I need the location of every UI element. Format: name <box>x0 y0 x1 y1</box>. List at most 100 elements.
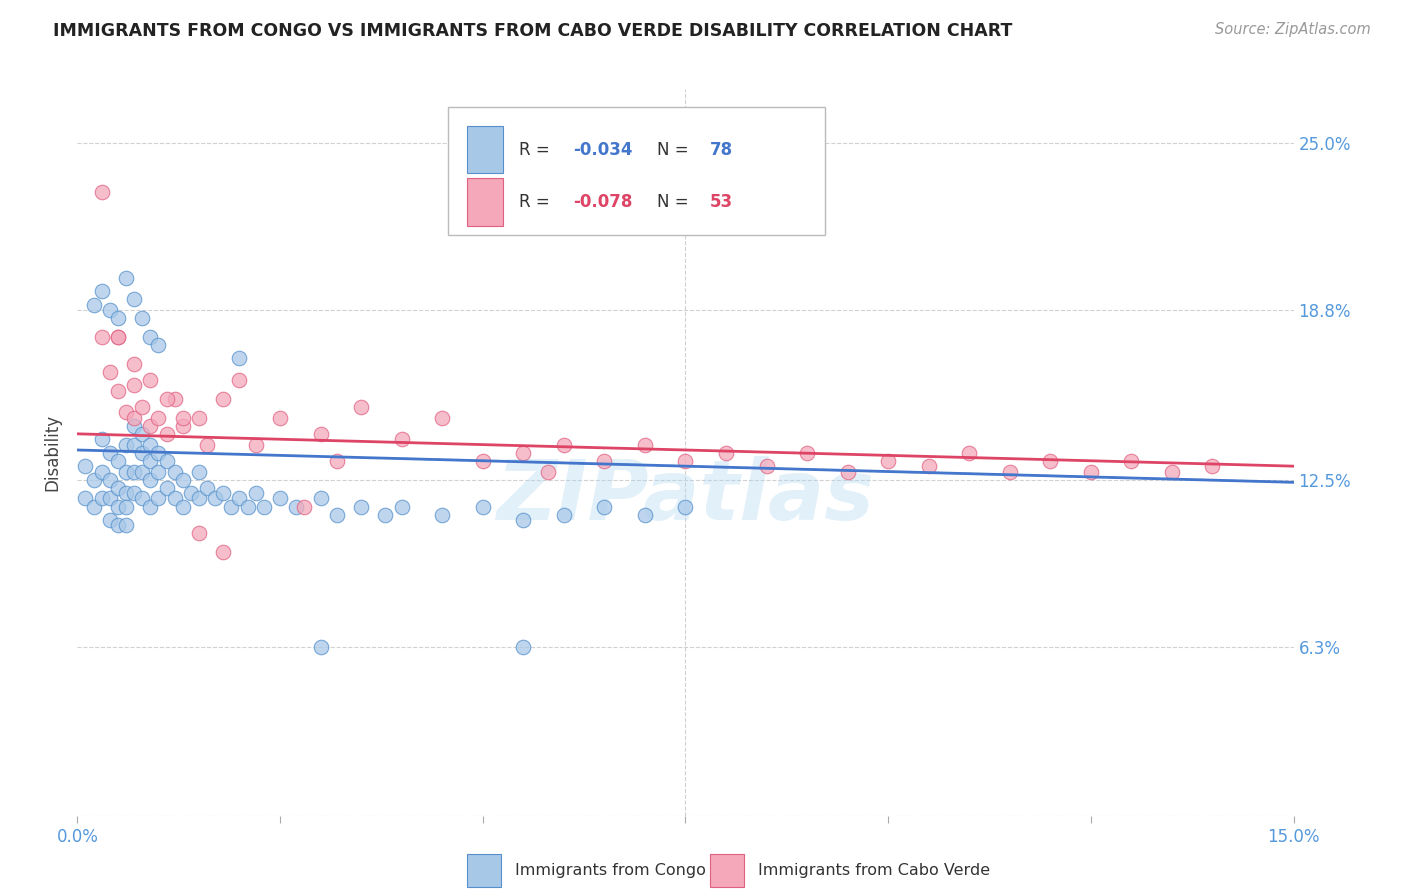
Point <box>131 491 153 506</box>
Point <box>139 418 162 433</box>
Point <box>221 500 243 514</box>
Point <box>212 545 235 559</box>
Point <box>163 465 186 479</box>
Point <box>75 459 97 474</box>
Point <box>115 486 138 500</box>
Point <box>195 481 218 495</box>
Point <box>90 491 112 506</box>
Point <box>107 330 129 344</box>
Point <box>512 513 534 527</box>
Point <box>90 185 112 199</box>
Point <box>228 373 250 387</box>
Text: N =: N = <box>658 193 695 211</box>
Point <box>391 500 413 514</box>
Point <box>634 437 657 451</box>
Point <box>245 486 267 500</box>
Point <box>98 303 121 318</box>
Point <box>212 392 235 406</box>
Point <box>796 446 818 460</box>
Point <box>115 518 138 533</box>
Point <box>292 500 315 514</box>
Point <box>139 500 162 514</box>
Point <box>593 500 616 514</box>
Point <box>1121 454 1143 468</box>
Point <box>122 418 145 433</box>
Point <box>1201 459 1223 474</box>
Point <box>755 459 778 474</box>
Point <box>432 508 454 522</box>
FancyBboxPatch shape <box>710 855 744 887</box>
Point <box>326 454 349 468</box>
Text: Source: ZipAtlas.com: Source: ZipAtlas.com <box>1215 22 1371 37</box>
Point <box>83 500 105 514</box>
Point <box>115 437 138 451</box>
FancyBboxPatch shape <box>467 855 501 887</box>
Point <box>269 410 291 425</box>
Text: R =: R = <box>519 193 555 211</box>
Text: 53: 53 <box>710 193 733 211</box>
Point <box>98 513 121 527</box>
Point <box>512 640 534 654</box>
Point <box>918 459 941 474</box>
Point <box>350 400 373 414</box>
Point <box>1080 465 1102 479</box>
Point <box>115 405 138 419</box>
Point <box>98 365 121 379</box>
Point <box>593 454 616 468</box>
Point <box>122 292 145 306</box>
Point <box>236 500 259 514</box>
Point <box>107 311 129 326</box>
Point <box>553 508 575 522</box>
Point <box>139 454 162 468</box>
Point <box>350 500 373 514</box>
Text: -0.034: -0.034 <box>574 141 633 159</box>
Point <box>122 465 145 479</box>
Point <box>90 465 112 479</box>
Point <box>148 465 170 479</box>
Point <box>122 486 145 500</box>
Point <box>204 491 226 506</box>
Point <box>98 446 121 460</box>
Point <box>309 426 332 441</box>
Point <box>107 500 129 514</box>
Point <box>374 508 396 522</box>
Point <box>131 426 153 441</box>
Point <box>139 437 162 451</box>
Point <box>122 410 145 425</box>
Point <box>122 357 145 371</box>
Point <box>98 491 121 506</box>
Text: N =: N = <box>658 141 695 159</box>
Point <box>253 500 276 514</box>
Point <box>1161 465 1184 479</box>
Point <box>98 473 121 487</box>
Point <box>107 481 129 495</box>
Point <box>83 473 105 487</box>
Point <box>83 297 105 311</box>
Point <box>172 418 194 433</box>
Point <box>998 465 1021 479</box>
Point <box>107 518 129 533</box>
Point <box>90 284 112 298</box>
Point <box>675 454 697 468</box>
Point <box>155 481 177 495</box>
Y-axis label: Disability: Disability <box>44 414 62 491</box>
Point <box>471 454 494 468</box>
Text: R =: R = <box>519 141 555 159</box>
Point <box>139 473 162 487</box>
Point <box>115 500 138 514</box>
Point <box>188 465 211 479</box>
Point <box>391 432 413 446</box>
Point <box>163 392 186 406</box>
Point <box>269 491 291 506</box>
Point <box>107 330 129 344</box>
Point <box>155 454 177 468</box>
Point <box>471 500 494 514</box>
Point <box>228 491 250 506</box>
Point <box>1039 454 1062 468</box>
Point <box>188 491 211 506</box>
Point <box>148 410 170 425</box>
Point <box>172 473 194 487</box>
Point <box>837 465 859 479</box>
Point <box>245 437 267 451</box>
Point <box>195 437 218 451</box>
